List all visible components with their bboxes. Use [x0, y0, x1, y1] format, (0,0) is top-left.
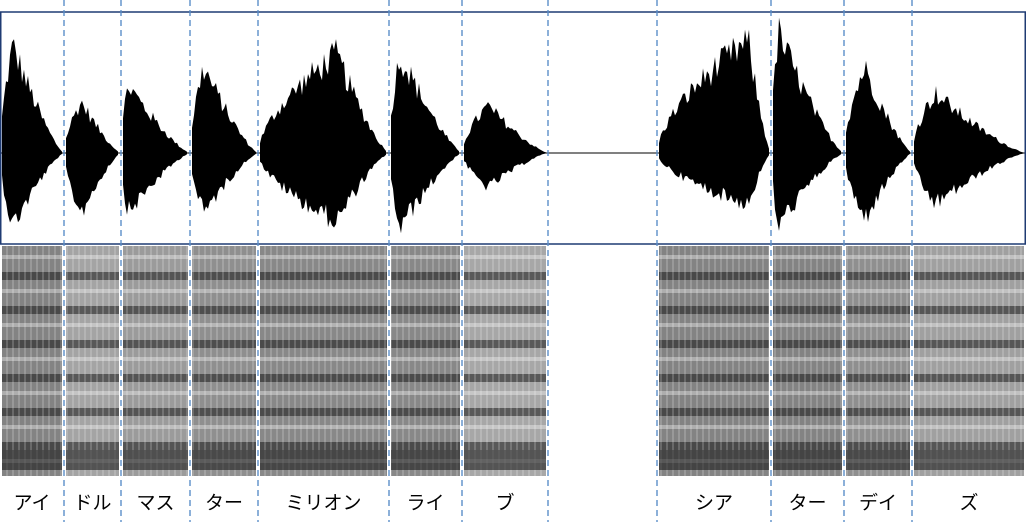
waveform-envelope-8 — [659, 29, 769, 210]
spectrogram-lowband-9 — [773, 450, 842, 470]
spectrogram-lowband-0 — [2, 450, 62, 470]
waveform-envelope-0 — [2, 39, 62, 223]
spectrogram-striations-6 — [464, 246, 546, 476]
segment-label: ター — [204, 492, 244, 514]
segment-dividers — [63, 0, 913, 522]
spectrogram-lowband-4 — [260, 450, 387, 470]
segment-label: ライ — [406, 492, 445, 514]
spectrogram — [2, 246, 1024, 476]
segment-label: シア — [694, 492, 734, 514]
waveform-envelope-10 — [846, 60, 910, 223]
spectrogram-striations-11 — [914, 246, 1024, 476]
segment-label: アイ — [13, 492, 51, 514]
segment-label: ズ — [959, 492, 979, 514]
spectrogram-striations-5 — [391, 246, 460, 476]
waveform-frame — [0, 11, 1026, 245]
waveform-envelope-9 — [773, 17, 841, 231]
spectrogram-striations-10 — [846, 246, 910, 476]
waveform-envelope-4 — [260, 39, 386, 228]
segment-label: ドル — [73, 492, 112, 514]
segment-label: ブ — [495, 492, 515, 514]
waveform-envelope-3 — [192, 66, 256, 212]
segment-label: ター — [788, 492, 827, 514]
waveform-envelope-5 — [391, 62, 459, 234]
segment-label: マス — [136, 492, 175, 514]
spectrogram-lowband-3 — [192, 450, 256, 470]
spectrogram-lowband-1 — [66, 450, 119, 470]
spectrogram-striations-0 — [2, 246, 62, 476]
spectrogram-lowband-6 — [464, 450, 546, 470]
spectrogram-lowband-10 — [846, 450, 910, 470]
waveform-envelope-6 — [464, 102, 546, 191]
spectrogram-striations-8 — [659, 246, 769, 476]
spectrogram-lowband-5 — [391, 450, 460, 470]
spectrogram-striations-2 — [123, 246, 188, 476]
spectrogram-lowband-11 — [914, 450, 1024, 470]
spectrogram-lowband-8 — [659, 450, 769, 470]
spectrogram-striations-9 — [773, 246, 842, 476]
segment-label: ミリオン — [285, 492, 362, 514]
spectrogram-lowband-2 — [123, 450, 188, 470]
spectrogram-striations-4 — [260, 246, 387, 476]
spectrogram-striations-1 — [66, 246, 119, 476]
waveform-envelope-2 — [123, 88, 187, 215]
segment-label: デイ — [858, 492, 898, 514]
waveform — [0, 17, 1026, 234]
waveform-envelope-11 — [914, 86, 1024, 209]
spectrogram-striations-3 — [192, 246, 256, 476]
waveform-envelope-1 — [66, 100, 118, 216]
